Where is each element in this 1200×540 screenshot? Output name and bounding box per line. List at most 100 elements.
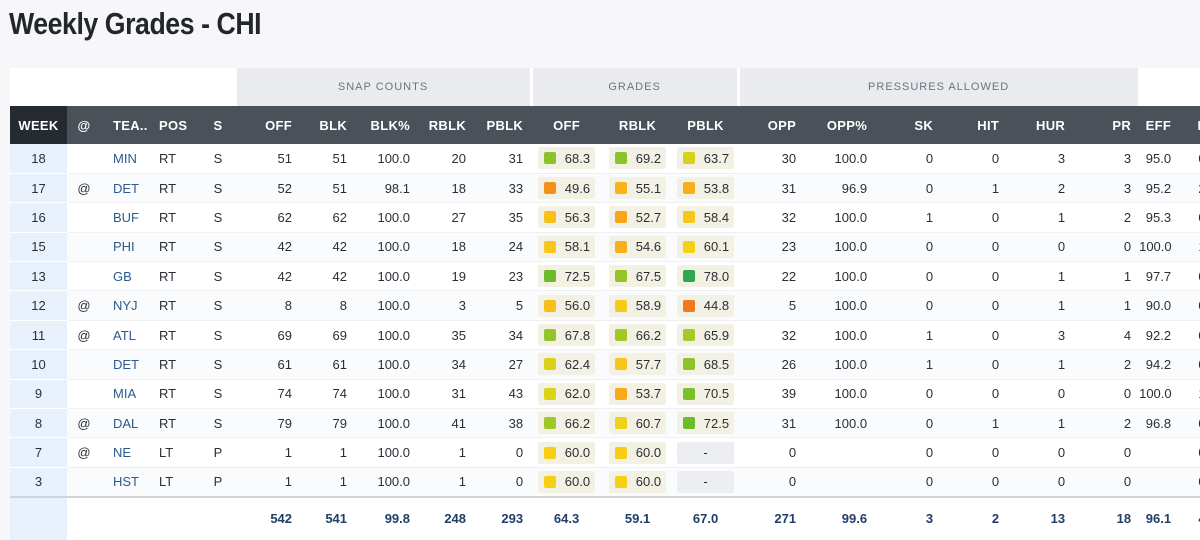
snap-off-cell: 52 [235,173,301,204]
grade-color-swatch-icon [615,446,628,459]
table-row[interactable]: 18 MIN RT S 51 51 100.0 20 31 68.3 69.2 63.7 30 100.0… [10,144,1200,174]
grade-off-cell: 60.0 [531,467,603,498]
table-row[interactable]: 12 @ NYJ RT S 8 8 100.0 3 5 56.0 58.9 44.8 5 100.0 0 0 1 1… [10,290,1200,321]
grade-color-swatch-icon [683,270,696,283]
grade-color-swatch-icon [544,182,557,195]
position-cell: RT [147,232,201,263]
table-row[interactable]: 17 @ DET RT S 52 51 98.1 18 33 49.6 55.1 53.8 31 96.9 0… [10,173,1200,204]
col-header-status[interactable]: S [201,106,236,144]
eff-cell: 100.0 [1139,232,1180,263]
eff-cell: 95.2 [1139,173,1180,204]
total-sk: 3 [875,495,942,540]
pr-cell: 3 [1073,144,1140,174]
status-cell: S [201,408,236,439]
hur-cell: 1 [1007,261,1074,292]
grade-rblk-cell: 66.2 [602,320,674,351]
grade-off-badge: 62.0 [538,382,596,405]
col-header-sk[interactable]: SK [875,106,942,144]
snap-blk-pct-cell: 100.0 [355,437,419,468]
status-cell: S [201,202,236,233]
snap-pblk-cell: 0 [474,437,532,468]
table-row[interactable]: 9 MIA RT S 74 74 100.0 31 43 62.0 53.7 70.5 39 100.0 0… [10,379,1200,410]
pen-cell: 0 (0) [1179,467,1200,498]
grade-rblk-cell: 52.7 [602,202,674,233]
col-header-hur[interactable]: HUR [1007,106,1074,144]
table-row[interactable]: 15 PHI RT S 42 42 100.0 18 24 58.1 54.6 60.1 23 100.0… [10,232,1200,263]
col-header-grade-rblk[interactable]: RBLK [602,106,674,144]
grade-pblk-value: 72.5 [703,415,730,431]
snap-blk-cell: 1 [300,437,356,468]
col-header-grade-pblk[interactable]: PBLK [673,106,739,144]
col-header-snap-rblk[interactable]: RBLK [418,106,475,144]
table-row[interactable]: 10 DET RT S 61 61 100.0 34 27 62.4 57.7 68.5 26 100.0… [10,349,1200,380]
total-pen: 4 (2) [1179,495,1200,540]
team-link[interactable]: DET [101,173,147,204]
col-header-opp-pct[interactable]: OPP% [804,106,876,144]
opp-pct-cell: 100.0 [804,349,876,380]
status-cell: P [201,467,236,498]
team-link[interactable]: DAL [101,408,147,439]
grade-pblk-badge: 78.0 [677,265,735,288]
col-header-at[interactable]: @ [67,106,101,144]
col-header-snap-off[interactable]: OFF [235,106,301,144]
col-header-opp[interactable]: OPP [738,106,805,144]
hur-cell: 0 [1007,379,1074,410]
table-row[interactable]: 16 BUF RT S 62 62 100.0 27 35 56.3 52.7 58.4 32 100.0… [10,202,1200,233]
opp-pct-cell: 100.0 [804,290,876,321]
grade-color-swatch-icon [683,387,696,400]
position-cell: LT [147,437,201,468]
snap-pblk-cell: 31 [474,144,532,174]
col-header-snap-pblk[interactable]: PBLK [474,106,532,144]
grade-off-cell: 60.0 [531,437,603,468]
hit-cell: 1 [941,173,1008,204]
col-header-grade-off[interactable]: OFF [531,106,603,144]
col-header-pr[interactable]: PR [1073,106,1140,144]
col-header-pos[interactable]: POS [147,106,201,144]
team-link[interactable]: DET [101,349,147,380]
grade-off-cell: 58.1 [531,232,603,263]
grade-rblk-cell: 69.2 [602,144,674,174]
table-row[interactable]: 8 @ DAL RT S 79 79 100.0 41 38 66.2 60.7 72.5 31 100.0… [10,408,1200,439]
team-link[interactable]: BUF [101,202,147,233]
col-header-pen[interactable]: PEN [1179,106,1200,144]
team-link[interactable]: ATL [101,320,147,351]
grade-pblk-badge: 63.7 [677,147,735,170]
snap-rblk-cell: 1 [418,467,475,498]
grade-off-cell: 68.3 [531,144,603,174]
col-header-week[interactable]: WEEK [10,106,67,144]
away-indicator: @ [67,320,101,351]
team-link[interactable]: NYJ [101,290,147,321]
col-header-snap-blk-pct[interactable]: BLK% [355,106,419,144]
snap-blk-cell: 1 [300,467,356,498]
team-link[interactable]: NE [101,437,147,468]
col-header-snap-blk[interactable]: BLK [300,106,356,144]
status-cell: S [201,290,236,321]
col-header-eff[interactable]: EFF [1139,106,1180,144]
status-cell: S [201,173,236,204]
eff-cell: 90.0 [1139,290,1180,321]
team-link[interactable]: MIN [101,144,147,174]
status-cell: P [201,437,236,468]
snap-blk-pct-cell: 100.0 [355,379,419,410]
table-row[interactable]: 11 @ ATL RT S 69 69 100.0 35 34 67.8 66.2 65.9 32 100.… [10,320,1200,351]
snap-blk-cell: 42 [300,261,356,292]
team-link[interactable]: PHI [101,232,147,263]
grade-rblk-cell: 58.9 [602,290,674,321]
snap-rblk-cell: 18 [418,173,475,204]
hur-cell: 1 [1007,290,1074,321]
grade-color-swatch-icon [683,358,696,371]
total-hur: 13 [1007,495,1074,540]
week-cell: 3 [10,467,67,498]
col-header-hit[interactable]: HIT [941,106,1008,144]
table-row[interactable]: 13 GB RT S 42 42 100.0 19 23 72.5 67.5 78.0 22 100.0 0… [10,261,1200,292]
team-link[interactable]: GB [101,261,147,292]
snap-off-cell: 1 [235,467,301,498]
team-link[interactable]: MIA [101,379,147,410]
total-grade-off: 64.3 [531,495,603,540]
team-link[interactable]: HST [101,467,147,498]
pen-cell: 0 (0) [1179,144,1200,174]
col-header-team[interactable]: TEA... [101,106,147,144]
snap-pblk-cell: 35 [474,202,532,233]
